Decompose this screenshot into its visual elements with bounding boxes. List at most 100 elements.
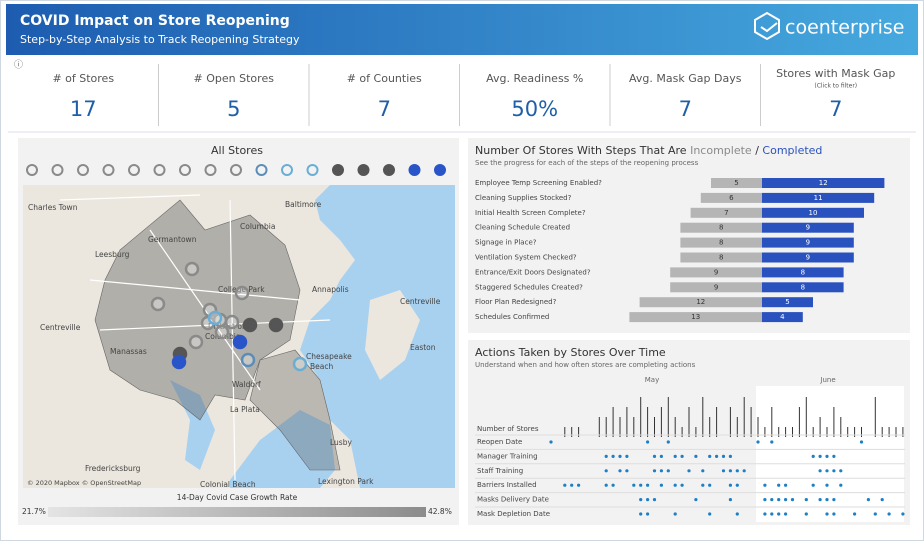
bar-completed (762, 297, 813, 308)
action-dot (708, 512, 712, 516)
bar-incomplete (680, 222, 762, 233)
action-dot (611, 454, 615, 458)
store-marker[interactable] (232, 334, 248, 350)
store-filter-dot[interactable] (408, 164, 421, 176)
action-dot (721, 469, 726, 473)
action-dot (770, 512, 774, 516)
header-title: COVID Impact on Store Reopening (20, 13, 290, 29)
store-filter-dot[interactable] (434, 164, 446, 176)
action-dot (673, 483, 677, 487)
step-label: Staggered Schedules Created? (475, 283, 583, 291)
value-label: 9 (714, 268, 718, 276)
action-dot (770, 498, 774, 502)
store-marker[interactable] (268, 317, 284, 333)
store-marker[interactable] (234, 285, 250, 301)
store-filter-dot[interactable] (383, 164, 395, 176)
place-label: Germantown (148, 235, 197, 244)
action-dot (694, 498, 698, 502)
place-label: Lexington Park (318, 477, 374, 486)
value-label: 12 (819, 179, 828, 187)
value-label: 9 (714, 283, 718, 291)
logo: coenterprise (754, 11, 905, 41)
step-label: Entrance/Exit Doors Designated? (475, 268, 591, 276)
row-label: Number of Stores (477, 425, 539, 433)
action-dot (721, 454, 726, 458)
store-filter-dot[interactable] (204, 164, 217, 176)
action-dot (804, 512, 808, 516)
store-filter-dot[interactable] (255, 164, 268, 176)
place-label: College Park (218, 285, 265, 294)
action-dot (825, 469, 829, 473)
legend-title: 14-Day Covid Case Growth Rate (177, 493, 298, 502)
action-dot (804, 498, 808, 502)
step-label: Schedules Confirmed (475, 313, 549, 321)
store-filter-dot[interactable] (230, 164, 242, 176)
store-filter-dot[interactable] (153, 164, 166, 176)
action-dot (901, 512, 905, 516)
action-dot (659, 483, 664, 487)
store-marker[interactable] (207, 310, 223, 326)
store-filter-dot[interactable] (179, 164, 191, 176)
store-filter-dot[interactable] (357, 164, 370, 176)
action-dot (639, 498, 643, 502)
place-label: Annapolis (312, 285, 349, 294)
row-label: Mask Depletion Date (477, 510, 550, 518)
value-label: 7 (724, 209, 728, 217)
store-filter-dot[interactable] (102, 164, 115, 176)
bar-incomplete (680, 237, 762, 248)
store-marker[interactable] (292, 356, 308, 372)
store-marker[interactable] (150, 296, 166, 312)
store-filter-dot[interactable] (306, 164, 319, 176)
step-label: Cleaning Supplies Stocked? (475, 194, 572, 202)
action-dot (777, 512, 781, 516)
place-label: Colonial Beach (200, 480, 256, 489)
step-label: Signage in Place? (475, 239, 537, 247)
action-dot (763, 498, 767, 502)
action-dot (825, 454, 829, 458)
action-dot (825, 498, 829, 502)
action-dot (832, 498, 836, 502)
store-filter-dot[interactable] (51, 164, 64, 176)
store-filter-dot[interactable] (281, 164, 293, 176)
store-marker[interactable] (242, 317, 258, 333)
store-marker[interactable] (224, 314, 240, 330)
value-label: 10 (809, 209, 818, 217)
bar-completed (762, 282, 844, 293)
store-filter-dot[interactable] (128, 164, 140, 176)
kpi-value[interactable]: 7 (829, 97, 842, 121)
store-marker[interactable] (171, 354, 187, 370)
action-dot (618, 454, 622, 458)
store-marker[interactable] (188, 334, 204, 350)
bar-incomplete (670, 267, 762, 278)
kpi-label: Avg. Mask Gap Days (629, 72, 742, 85)
place-label: Leesburg (95, 250, 130, 259)
action-dot (866, 498, 871, 502)
store-filter-dot[interactable] (77, 164, 89, 176)
action-dot (735, 469, 739, 473)
month-band (756, 386, 904, 522)
action-dot (625, 469, 629, 473)
place-label: Fredericksburg (85, 464, 141, 473)
store-marker[interactable] (184, 261, 200, 277)
action-dot (784, 498, 788, 502)
store-marker[interactable] (240, 352, 256, 368)
place-label: La Plata (230, 405, 260, 414)
chart-subtitle: Understand when and how often stores are… (475, 361, 696, 369)
bar-incomplete (690, 207, 762, 218)
action-dot (811, 454, 815, 458)
store-filter-dot[interactable] (332, 164, 344, 176)
action-dot (652, 469, 657, 473)
place-label: Columbia (205, 332, 240, 341)
action-dot (701, 469, 705, 473)
value-label: 9 (806, 224, 810, 232)
store-marker[interactable] (214, 324, 230, 340)
action-dot (818, 454, 822, 458)
action-dot (673, 512, 677, 516)
info-icon[interactable]: ⓘ (14, 60, 23, 71)
step-label: Floor Plan Redesigned? (475, 298, 557, 306)
store-filter-dot[interactable] (26, 164, 38, 176)
kpi-value: 5 (227, 97, 240, 121)
place-label: Centreville (400, 297, 441, 306)
steps-chart: Number Of Stores With Steps That Are Inc… (475, 144, 885, 323)
